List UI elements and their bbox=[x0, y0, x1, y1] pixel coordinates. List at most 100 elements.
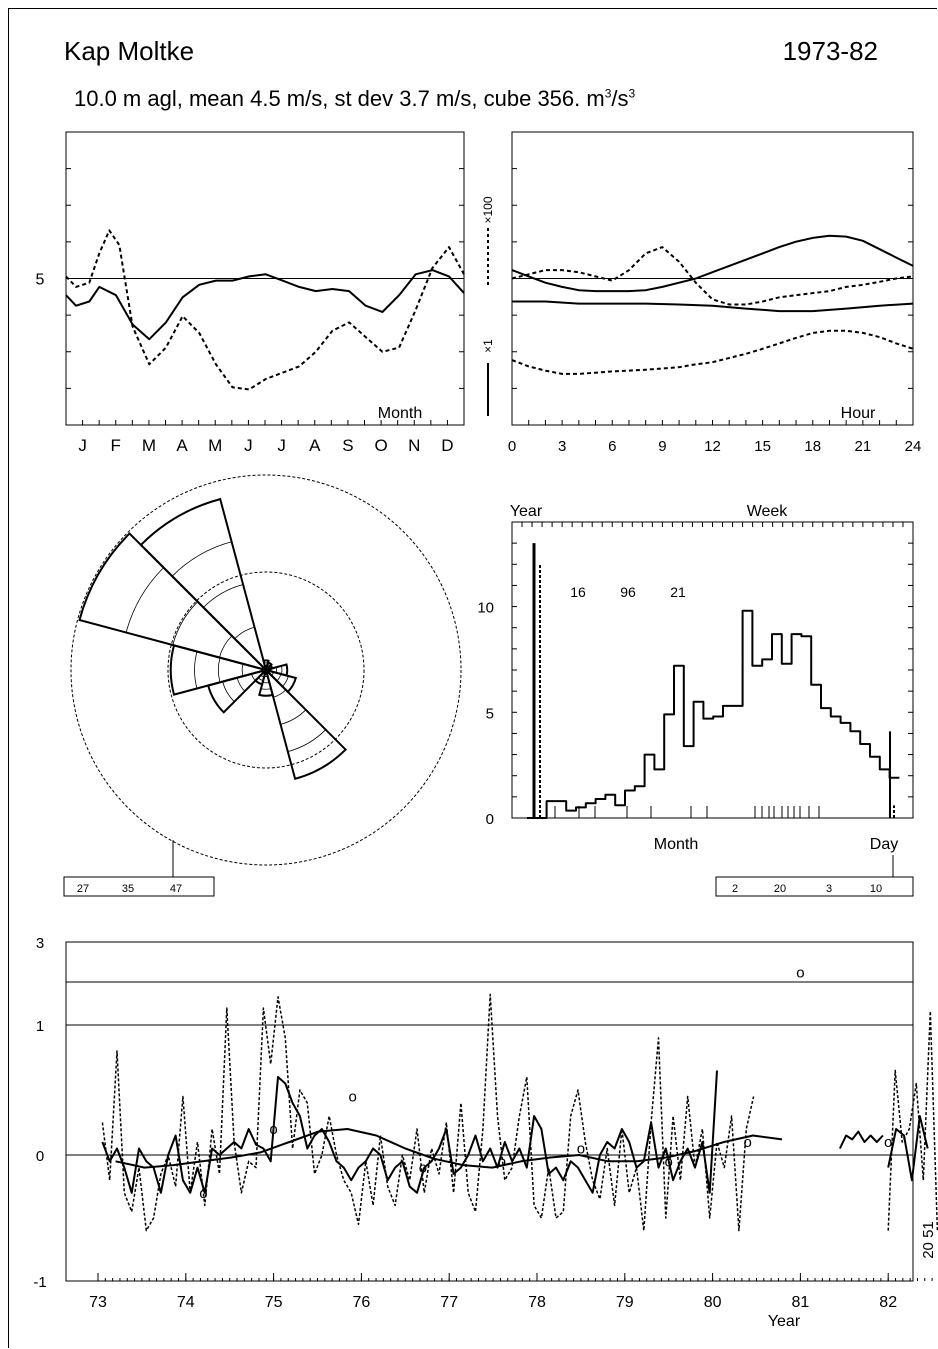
interannual-late-dashed bbox=[887, 1010, 938, 1231]
wind-rose-sector bbox=[264, 666, 348, 781]
page-frame bbox=[8, 8, 937, 1348]
annual-month-label: M bbox=[208, 436, 222, 455]
annual-month-label: D bbox=[441, 436, 453, 455]
interannual-annual-marker: o bbox=[884, 1134, 892, 1151]
annual-month-label: A bbox=[309, 436, 321, 455]
wind-rose-sector-band bbox=[171, 541, 267, 672]
histogram-key-label: 2 bbox=[732, 883, 738, 895]
wind-rose-key-label: 35 bbox=[122, 883, 134, 895]
wind-rose-inner-ring bbox=[167, 571, 365, 769]
wind-rose-sector-band bbox=[194, 651, 268, 689]
diurnal-x-axis-label: Hour bbox=[841, 405, 876, 422]
annual-x-axis-label: Month bbox=[378, 405, 422, 422]
annual-month-label: F bbox=[111, 436, 121, 455]
annual-month-label: J bbox=[277, 436, 286, 455]
wind-rose-key-label: 47 bbox=[170, 883, 182, 895]
diurnal-series-3 bbox=[511, 246, 914, 306]
diurnal-x-tick-label: 15 bbox=[754, 438, 771, 455]
diurnal-x-tick-label: 21 bbox=[855, 438, 872, 455]
annual-month-label: O bbox=[374, 436, 387, 455]
interannual-year-label: 77 bbox=[440, 1294, 458, 1311]
annual-month-label: A bbox=[176, 436, 188, 455]
interannual-y-tick-label: 1 bbox=[36, 1018, 44, 1035]
histogram-y-tick-label: 5 bbox=[486, 705, 494, 722]
histogram-annotation: 16 bbox=[570, 584, 586, 600]
interannual-running-mean bbox=[115, 1128, 783, 1169]
interannual-annual-marker: o bbox=[269, 1121, 277, 1138]
interannual-late-solid bbox=[838, 1130, 884, 1149]
histogram-y-tick-label: 0 bbox=[486, 811, 494, 828]
interannual-year-label: 76 bbox=[353, 1294, 371, 1311]
histogram-y-tick-label: 10 bbox=[477, 600, 494, 617]
interannual-annual-marker: o bbox=[796, 965, 804, 982]
histogram-annotation: 21 bbox=[670, 584, 686, 600]
scale-key-label-1: ×1 bbox=[481, 339, 495, 353]
diurnal-x-tick-label: 12 bbox=[704, 438, 721, 455]
wind-rose-key-box bbox=[63, 876, 215, 897]
annual-y-tick-label: 5 bbox=[36, 272, 45, 289]
wind-rose-sector-band bbox=[202, 584, 267, 672]
histogram-label-month: Month bbox=[654, 836, 698, 853]
interannual-annual-marker: o bbox=[348, 1089, 356, 1106]
stats-sup2: 3 bbox=[628, 86, 636, 101]
annual-month-label: J bbox=[78, 436, 87, 455]
interannual-late-solid-2 bbox=[887, 1115, 929, 1182]
histogram-label-year: Year bbox=[510, 503, 543, 520]
histogram-label-day: Day bbox=[870, 836, 898, 853]
annual-month-label: J bbox=[244, 436, 253, 455]
diurnal-x-tick-label: 0 bbox=[508, 438, 516, 455]
interannual-monthly-solid bbox=[101, 1070, 718, 1194]
interannual-y-tick-label: -1 bbox=[33, 1274, 46, 1291]
wind-rose-sector-band bbox=[265, 668, 327, 753]
interannual-y-tick-label: 3 bbox=[36, 935, 44, 952]
histogram-plot-frame bbox=[511, 521, 914, 819]
wind-rose-sector bbox=[206, 668, 270, 714]
interannual-annual-marker: o bbox=[665, 1153, 673, 1170]
interannual-year-label: 82 bbox=[879, 1294, 897, 1311]
histogram-label-week: Week bbox=[747, 503, 789, 520]
interannual-annual-marker: o bbox=[199, 1185, 207, 1202]
scale-key-label-100: ×100 bbox=[481, 196, 495, 223]
diurnal-x-tick-label: 9 bbox=[658, 438, 666, 455]
wind-rose-sector bbox=[264, 661, 273, 674]
wind-rose-key-label: 27 bbox=[77, 883, 89, 895]
diurnal-series-2 bbox=[512, 300, 914, 313]
diurnal-series-1 bbox=[511, 234, 914, 293]
annual-month-label: S bbox=[342, 436, 353, 455]
wind-rose-sector bbox=[78, 532, 270, 672]
histogram-key-box bbox=[715, 876, 914, 897]
wind-rose-outer-ring bbox=[70, 474, 462, 866]
interannual-year-label: 78 bbox=[528, 1294, 546, 1311]
wind-rose-sector bbox=[258, 666, 274, 697]
wind-rose-sector-band bbox=[265, 668, 307, 725]
annual-series-1 bbox=[65, 269, 465, 341]
interannual-annual-marker: o bbox=[498, 1153, 506, 1170]
interannual-year-label: 81 bbox=[792, 1294, 810, 1311]
interannual-year-label: 74 bbox=[177, 1294, 195, 1311]
histogram-steps bbox=[527, 609, 900, 819]
interannual-year-label: 80 bbox=[704, 1294, 722, 1311]
period-label: 1973-82 bbox=[782, 36, 878, 66]
interannual-plot-frame bbox=[65, 941, 914, 1282]
histogram-key-label: 20 bbox=[774, 883, 786, 895]
annual-month-label: N bbox=[408, 436, 420, 455]
wind-rose-sector-band bbox=[260, 668, 272, 690]
interannual-year-label: 79 bbox=[616, 1294, 634, 1311]
interannual-annual-marker: o bbox=[744, 1134, 752, 1151]
diurnal-x-tick-label: 3 bbox=[558, 438, 566, 455]
station-name: Kap Moltke bbox=[64, 36, 195, 66]
interannual-annual-marker: o bbox=[419, 1160, 427, 1177]
interannual-y-tick-label: 0 bbox=[36, 1148, 44, 1165]
interannual-annual-marker: o bbox=[577, 1141, 585, 1158]
diurnal-x-tick-label: 6 bbox=[608, 438, 616, 455]
stats-text: 10.0 m agl, mean 4.5 m/s, st dev 3.7 m/s… bbox=[74, 86, 605, 111]
interannual-monthly-dashed bbox=[101, 993, 755, 1232]
stats-sup1: 3 bbox=[604, 86, 612, 101]
diurnal-series-4 bbox=[511, 329, 914, 375]
histogram-key-label: 3 bbox=[826, 883, 832, 895]
annual-series-2 bbox=[65, 229, 465, 391]
interannual-year-label: 75 bbox=[265, 1294, 283, 1311]
stats-line: 10.0 m agl, mean 4.5 m/s, st dev 3.7 m/s… bbox=[74, 86, 635, 112]
diurnal-x-tick-label: 18 bbox=[804, 438, 821, 455]
